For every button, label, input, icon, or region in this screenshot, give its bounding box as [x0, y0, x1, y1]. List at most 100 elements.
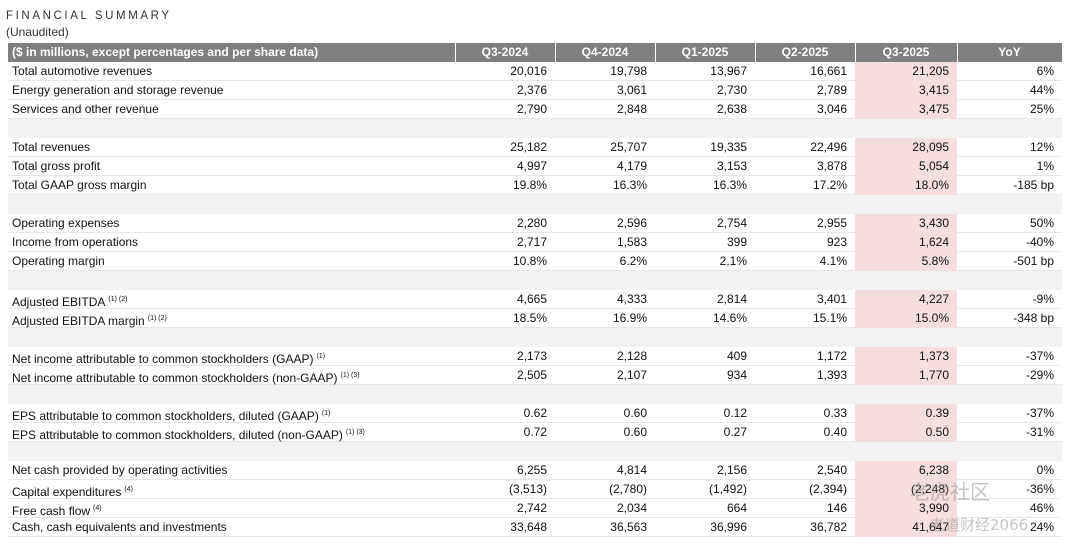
row-line: [8, 99, 1062, 100]
value-cell: (3,513): [508, 482, 547, 496]
value-cell: -36%: [1025, 482, 1054, 496]
row-line: [8, 308, 1062, 309]
value-cell: 21,205: [912, 64, 949, 78]
column-header: ($ in millions, except percentages and p…: [12, 45, 319, 59]
column-header: Q3-2024: [481, 45, 529, 59]
row-label: Operating expenses: [12, 214, 119, 233]
column-header: Q3-2025: [882, 45, 930, 59]
value-cell: 923: [826, 235, 847, 249]
highlight-cell: [855, 214, 957, 233]
label-text: Free cash flow: [12, 504, 91, 518]
value-cell: 0.60: [623, 406, 647, 420]
row-label: Total gross profit: [12, 157, 100, 176]
divider: [455, 43, 456, 62]
highlight-cell: [855, 100, 957, 119]
value-cell: 17.2%: [812, 178, 847, 192]
value-cell: 0.60: [623, 425, 647, 439]
value-cell: 1,172: [816, 349, 847, 363]
divider: [555, 43, 556, 62]
label-text: Net income attributable to common stockh…: [12, 352, 314, 366]
value-cell: 4,179: [616, 159, 647, 173]
highlight-cell: [855, 423, 957, 442]
highlight-cell: [855, 309, 957, 328]
value-cell: 20,016: [510, 64, 547, 78]
row-line: [8, 270, 1062, 271]
spacer-row: [8, 271, 1062, 290]
value-cell: 2,107: [616, 368, 647, 382]
value-cell: 4,997: [516, 159, 547, 173]
value-cell: 19,335: [710, 140, 747, 154]
value-cell: 1,373: [918, 349, 949, 363]
highlight-cell: [855, 366, 957, 385]
watermark: 老虎社区: [910, 480, 990, 504]
highlight-cell: [855, 62, 957, 81]
label-text: Total automotive revenues: [12, 64, 153, 78]
divider: [755, 43, 756, 62]
footnote-ref: (1) (3): [345, 429, 365, 436]
row-label: Cash, cash equivalents and investments: [12, 518, 227, 537]
label-text: Total revenues: [12, 140, 91, 154]
value-cell: 1%: [1036, 159, 1054, 173]
value-cell: 2,540: [816, 463, 847, 477]
label-text: Adjusted EBITDA: [12, 295, 106, 309]
value-cell: 41,647: [912, 520, 949, 534]
label-text: Services and other revenue: [12, 102, 159, 116]
row-label: Total revenues: [12, 138, 90, 157]
value-cell: 3,878: [816, 159, 847, 173]
value-cell: 2,034: [616, 501, 647, 515]
value-cell: 1,393: [816, 368, 847, 382]
value-cell: 44%: [1029, 83, 1054, 97]
value-cell: 4,227: [918, 292, 949, 306]
value-cell: 14.6%: [712, 311, 747, 325]
value-cell: 16.9%: [612, 311, 647, 325]
highlight-cell: [855, 290, 957, 309]
row-line: [8, 175, 1062, 176]
highlight-cell: [855, 518, 957, 537]
footnote-ref: (1) (3): [340, 372, 360, 379]
value-cell: 28,095: [912, 140, 949, 154]
value-cell: 2,173: [516, 349, 547, 363]
value-cell: (2,780): [608, 482, 647, 496]
spacer-row: [8, 119, 1062, 138]
row-line: [8, 441, 1062, 442]
row-label: Net income attributable to common stockh…: [12, 366, 360, 385]
row-line: [8, 384, 1062, 385]
row-line: [8, 118, 1062, 119]
value-cell: 36,563: [610, 520, 647, 534]
value-cell: 5.8%: [921, 254, 949, 268]
value-cell: 16,661: [810, 64, 847, 78]
row-label: EPS attributable to common stockholders,…: [12, 423, 365, 442]
value-cell: 2,754: [716, 216, 747, 230]
subtitle: (Unaudited): [6, 25, 69, 39]
label-text: EPS attributable to common stockholders,…: [12, 428, 343, 442]
label-text: Net cash provided by operating activitie…: [12, 463, 228, 477]
value-cell: 46%: [1029, 501, 1054, 515]
highlight-cell: [855, 347, 957, 366]
divider: [855, 43, 856, 62]
highlight-cell: [855, 404, 957, 423]
row-label: Total automotive revenues: [12, 62, 152, 81]
value-cell: 664: [726, 501, 747, 515]
value-cell: 4.1%: [819, 254, 847, 268]
value-cell: 0.12: [723, 406, 747, 420]
footnote-ref: (4): [93, 505, 102, 512]
row-line: [8, 536, 1062, 537]
value-cell: 25,182: [510, 140, 547, 154]
value-cell: -348 bp: [1013, 311, 1054, 325]
row-label: Operating margin: [12, 252, 105, 271]
row-line: [8, 517, 1062, 518]
value-cell: 1,770: [918, 368, 949, 382]
value-cell: 6,255: [516, 463, 547, 477]
row-label: Services and other revenue: [12, 100, 159, 119]
label-text: Net income attributable to common stockh…: [12, 371, 338, 385]
value-cell: 1,624: [918, 235, 949, 249]
column-header: Q2-2025: [781, 45, 829, 59]
value-cell: 10.8%: [512, 254, 547, 268]
value-cell: 2,638: [716, 102, 747, 116]
value-cell: 2,742: [516, 501, 547, 515]
value-cell: 16.3%: [712, 178, 747, 192]
value-cell: 2,128: [616, 349, 647, 363]
row-label: Adjusted EBITDA (1) (2): [12, 290, 127, 309]
row-line: [8, 365, 1062, 366]
label-text: Total gross profit: [12, 159, 101, 173]
